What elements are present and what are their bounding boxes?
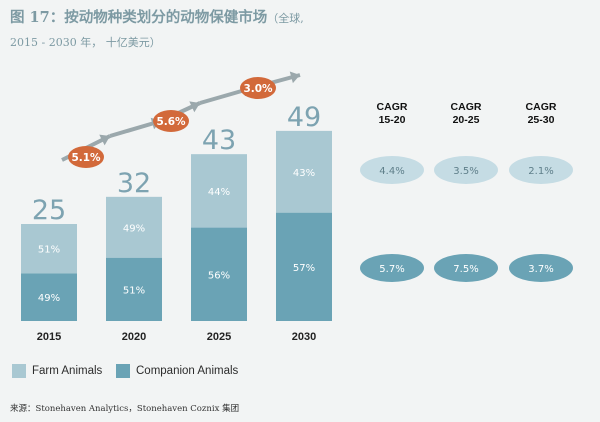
growth-label-2: 3.0% <box>243 83 273 95</box>
x-tick-2020: 2020 <box>122 331 146 343</box>
arrow-head <box>289 71 300 84</box>
source-note: 来源：Stonehaven Analytics，Stonehaven Cozni… <box>10 404 240 414</box>
bar-label-companion-2030: 57% <box>293 263 315 274</box>
bar-label-companion-2020: 51% <box>123 285 145 296</box>
cagr-header-1-line1: CAGR <box>451 101 482 113</box>
bar-farm-2025 <box>191 154 247 228</box>
cagr-header-0-line2: 15-20 <box>379 114 406 126</box>
bar-label-farm-2015: 51% <box>38 245 60 256</box>
bar-companion-2025 <box>191 227 247 321</box>
cagr-farm-value-1: 3.5% <box>453 166 478 177</box>
growth-bubble-0 <box>68 146 104 168</box>
x-tick-2015: 2015 <box>37 331 61 343</box>
cagr-header-2-line1: CAGR <box>526 101 557 113</box>
chart-title-main: 图 17：按动物种类划分的动物保健市场 <box>10 9 268 26</box>
cagr-farm-bubble-0 <box>360 156 424 184</box>
cagr-header-2-line2: 25-30 <box>528 114 555 126</box>
cagr-farm-bubble-1 <box>434 156 498 184</box>
cagr-companion-value-2: 3.7% <box>528 264 553 275</box>
growth-bubble-2 <box>240 77 276 99</box>
bar-label-companion-2025: 56% <box>208 270 230 281</box>
growth-bubble-1 <box>153 110 189 132</box>
bar-label-farm-2025: 44% <box>208 187 230 198</box>
bar-label-companion-2015: 49% <box>38 293 60 304</box>
x-tick-2030: 2030 <box>292 331 316 343</box>
cagr-companion-bubble-1 <box>434 254 498 282</box>
chart-title-sub-inline: （全球, <box>267 12 304 25</box>
bar-total-2015: 25 <box>32 195 66 226</box>
legend-label-companion: Companion Animals <box>136 365 239 377</box>
cagr-header-1-line2: 20-25 <box>453 114 480 126</box>
cagr-header-0-line1: CAGR <box>377 101 408 113</box>
cagr-companion-bubble-2 <box>509 254 573 282</box>
bar-companion-2020 <box>106 257 162 321</box>
bar-farm-2015 <box>21 224 77 274</box>
bar-label-farm-2030: 43% <box>293 168 315 179</box>
legend-item-companion: Companion Animals <box>116 364 238 378</box>
growth-label-0: 5.1% <box>71 152 101 164</box>
legend-label-farm: Farm Animals <box>32 365 103 377</box>
arrow-head <box>99 134 110 146</box>
cagr-companion-value-0: 5.7% <box>379 264 404 275</box>
bar-total-2020: 32 <box>117 168 151 199</box>
chart-title: 图 17：按动物种类划分的动物保健市场（全球, 2015 - 2030 年， 十… <box>10 6 430 54</box>
bar-total-2030: 49 <box>287 102 321 133</box>
cagr-farm-bubble-2 <box>509 156 573 184</box>
bar-companion-2030 <box>276 212 332 321</box>
bar-companion-2015 <box>21 273 77 321</box>
arrow-head <box>189 101 200 113</box>
legend-item-farm: Farm Animals <box>12 364 102 378</box>
x-tick-2025: 2025 <box>207 331 231 343</box>
bar-group: 49% 51% 25 2015 51% 49% 32 2020 56% 44% 43 2025 57% 4… <box>21 102 332 343</box>
growth-label-1: 5.6% <box>156 116 186 128</box>
bar-label-farm-2020: 49% <box>123 223 145 234</box>
cagr-farm-value-2: 2.1% <box>528 166 553 177</box>
cagr-companion-bubble-0 <box>360 254 424 282</box>
growth-bubbles: 5.1% 5.6% 3.0% <box>68 77 276 168</box>
chart-title-sub: 2015 - 2030 年， 十亿美元） <box>10 36 161 49</box>
legend-swatch-farm <box>12 364 26 378</box>
bar-total-2025: 43 <box>202 125 236 156</box>
bar-farm-2030 <box>276 130 332 213</box>
legend-swatch-companion <box>116 364 130 378</box>
cagr-companion-value-1: 7.5% <box>453 264 478 275</box>
bar-farm-2020 <box>106 196 162 258</box>
cagr-farm-value-0: 4.4% <box>379 166 404 177</box>
